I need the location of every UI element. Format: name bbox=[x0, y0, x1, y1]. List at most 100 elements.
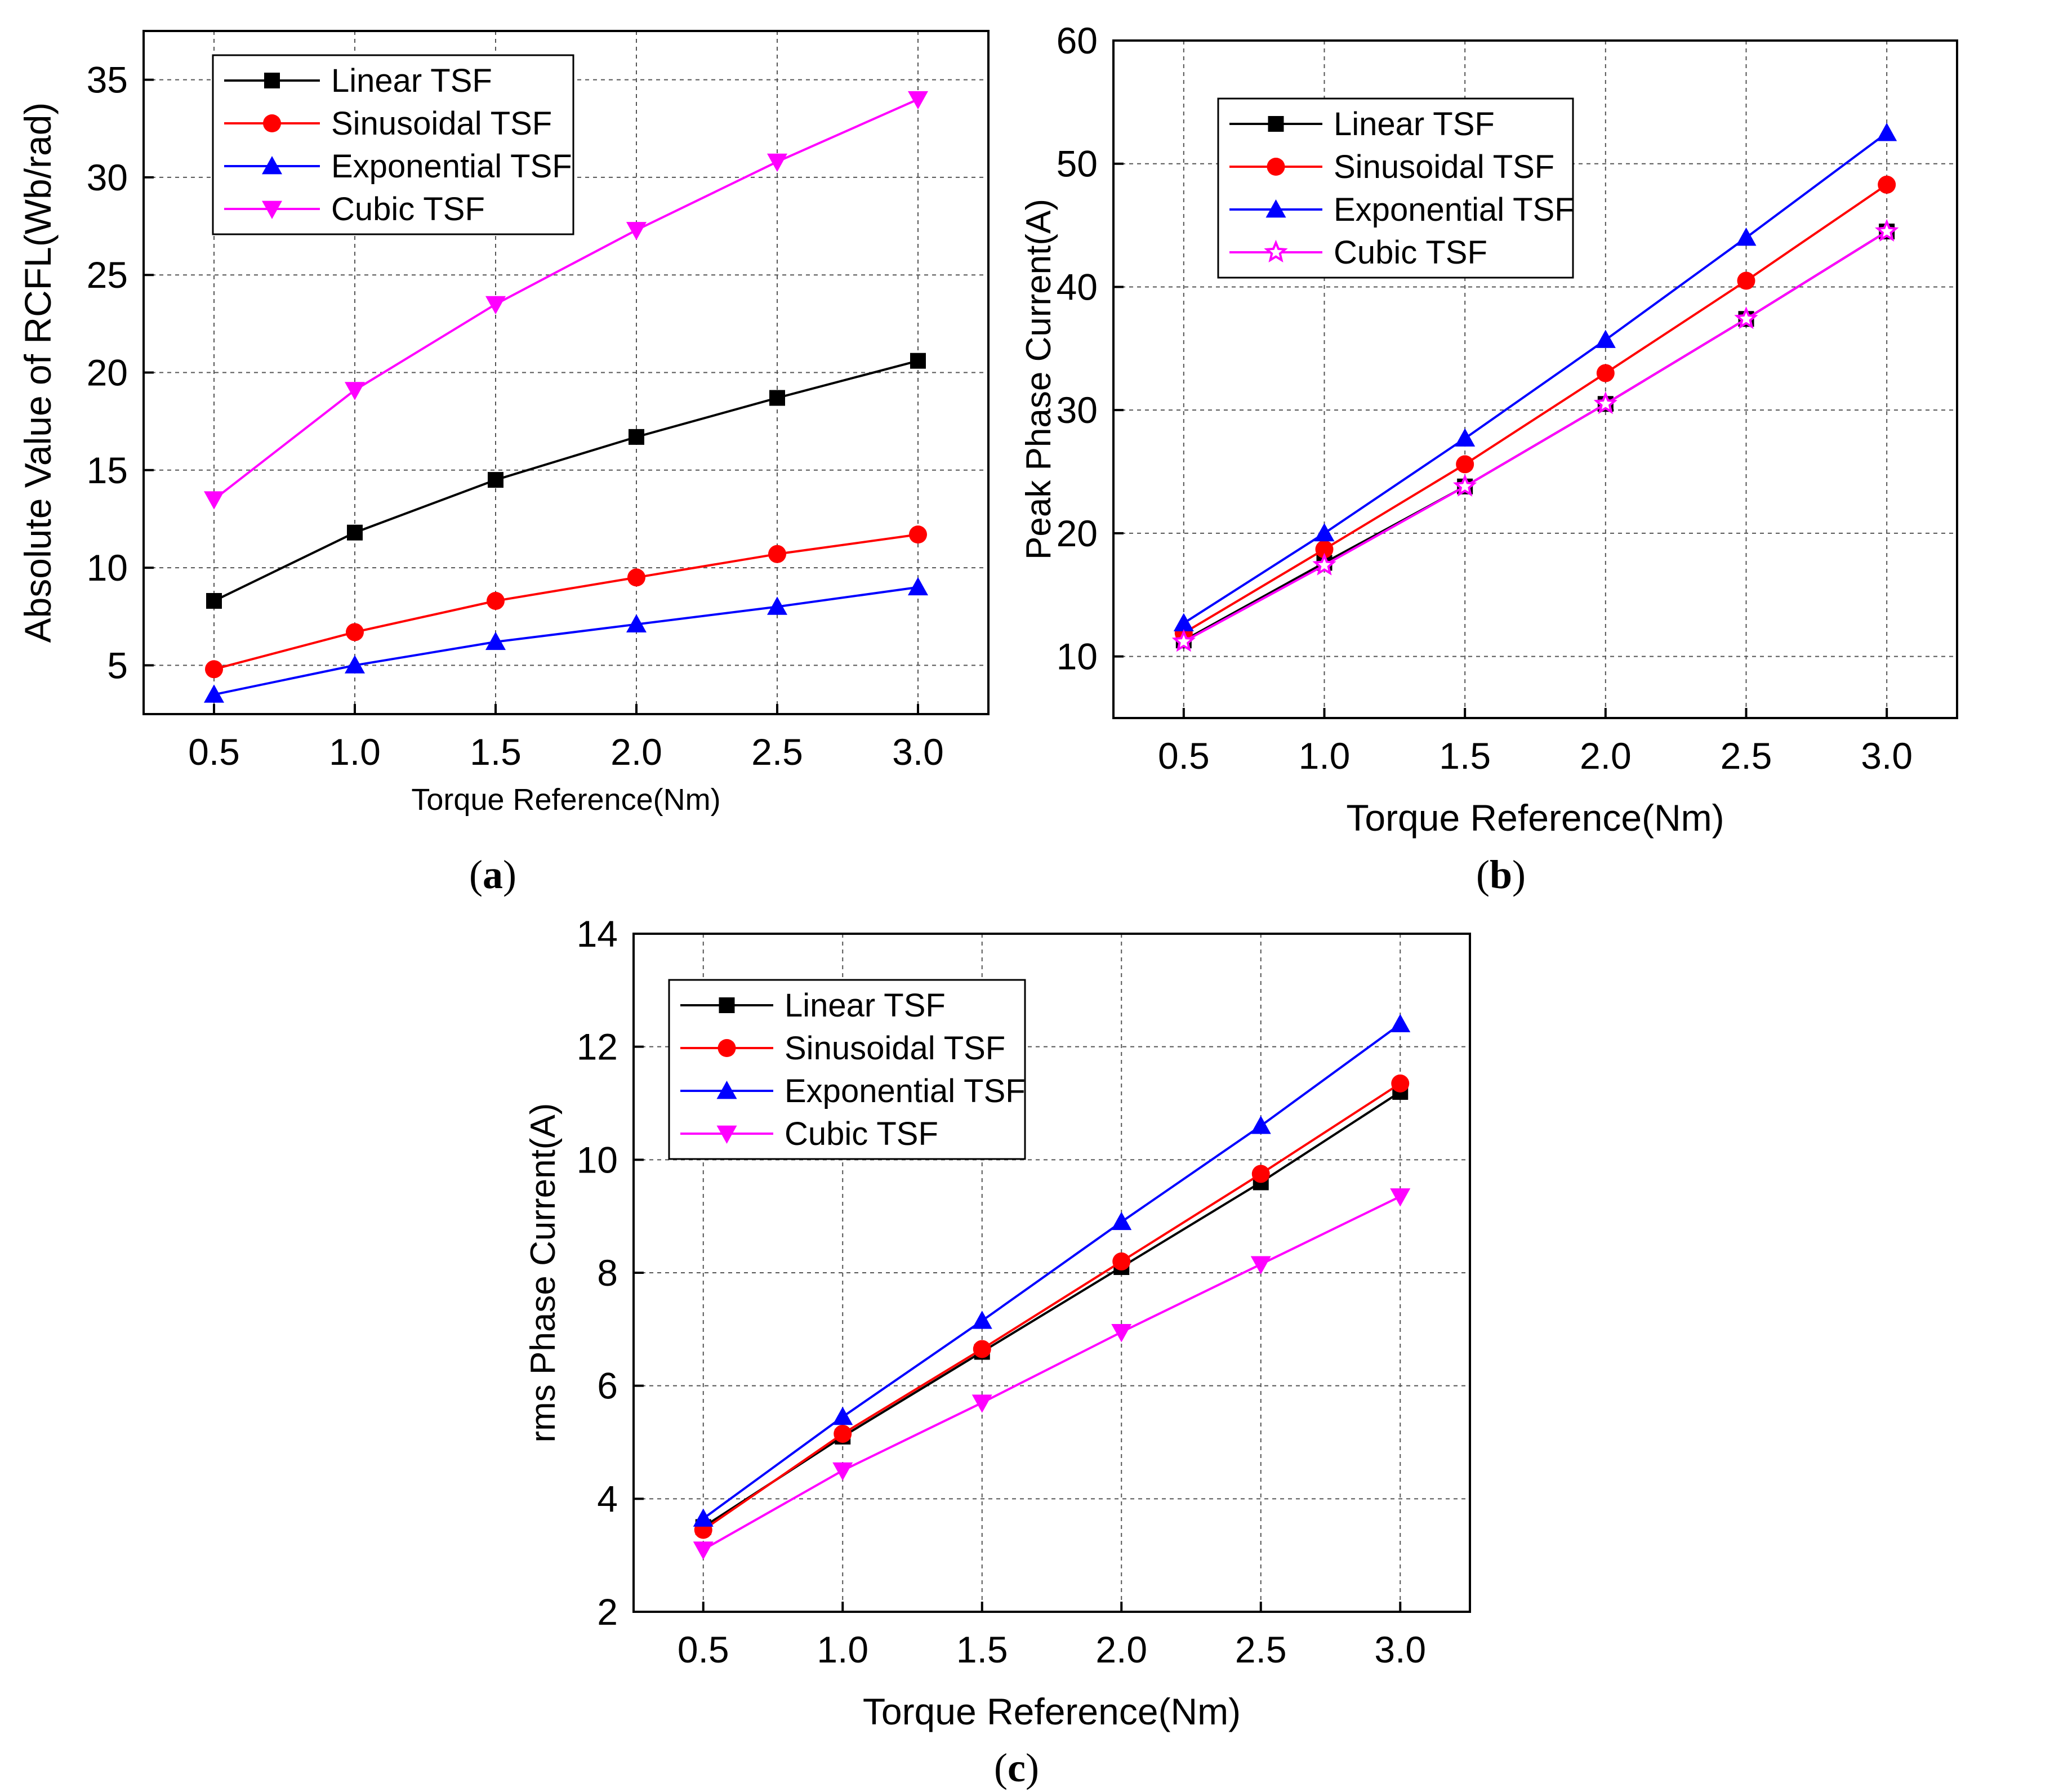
data-point-cubic-tsf bbox=[1111, 1323, 1132, 1343]
y-axis-title: Absolute Value of RCFL(Wb/rad) bbox=[17, 102, 59, 643]
y-tick-label: 10 bbox=[87, 547, 128, 589]
y-tick-label: 30 bbox=[87, 157, 128, 198]
data-point-exponential-tsf bbox=[767, 596, 787, 615]
data-point-cubic-tsf bbox=[1593, 391, 1617, 414]
data-point-exponential-tsf bbox=[1111, 1211, 1132, 1231]
legend-marker bbox=[263, 114, 281, 132]
legend-marker bbox=[718, 1039, 736, 1057]
data-point-exponential-tsf bbox=[832, 1406, 853, 1425]
data-point-cubic-tsf bbox=[832, 1462, 853, 1481]
legend-marker bbox=[262, 200, 282, 219]
legend-marker bbox=[716, 1081, 737, 1099]
x-tick-label: 1.5 bbox=[956, 1629, 1008, 1670]
data-point-linear-tsf bbox=[910, 353, 926, 369]
data-point-linear-tsf bbox=[769, 390, 785, 406]
legend-entry: Exponential TSF bbox=[331, 148, 572, 185]
legend-entry: Sinusoidal TSF bbox=[1334, 149, 1554, 185]
x-tick-label: 0.5 bbox=[1158, 735, 1210, 777]
y-tick-label: 40 bbox=[1057, 266, 1098, 307]
plot-frame bbox=[1112, 39, 1958, 719]
series-line-exponential-tsf bbox=[1183, 132, 1888, 625]
x-tick-label: 1.0 bbox=[329, 731, 381, 773]
x-tick-label: 0.5 bbox=[188, 731, 240, 773]
legend-entry: Cubic TSF bbox=[785, 1116, 938, 1152]
legend-marker bbox=[719, 997, 735, 1013]
x-axis-title: Torque Reference(Nm) bbox=[863, 1691, 1241, 1732]
data-point-linear-tsf bbox=[347, 524, 363, 541]
y-tick-label: 10 bbox=[1057, 636, 1098, 677]
legend-marker bbox=[1264, 239, 1288, 262]
chart-c: 0.5 1.0 1.5 2.0 2.5 3.0 2 4 6 8 10 12 14 Torque Refer… bbox=[524, 913, 1471, 1790]
data-point-cubic-tsf bbox=[1453, 474, 1477, 497]
data-point-exponential-tsf bbox=[908, 577, 928, 596]
y-tick-label: 4 bbox=[597, 1478, 618, 1519]
data-point-cubic-tsf bbox=[767, 153, 787, 172]
x-tick-label: 2.5 bbox=[1721, 735, 1772, 777]
data-point-exponential-tsf bbox=[1314, 523, 1335, 542]
y-tick-label: 8 bbox=[597, 1252, 618, 1294]
data-point-exponential-tsf bbox=[1250, 1116, 1271, 1134]
data-point-exponential-tsf bbox=[204, 684, 224, 703]
series-line-exponential-tsf bbox=[702, 1023, 1401, 1520]
data-point-sinusoidal-tsf bbox=[205, 660, 223, 679]
series-line-sinusoidal-tsf bbox=[702, 1082, 1401, 1531]
x-axis-title: Torque Reference(Nm) bbox=[411, 783, 720, 817]
data-point-cubic-tsf bbox=[1171, 629, 1196, 652]
panel-label: (a) bbox=[469, 852, 516, 897]
x-tick-label: 1.0 bbox=[817, 1629, 868, 1670]
data-point-sinusoidal-tsf bbox=[346, 623, 364, 641]
legend: Linear TSF Sinusoidal TSF Exponential TSF C… bbox=[212, 54, 574, 235]
data-point-cubic-tsf bbox=[971, 1394, 992, 1413]
y-tick-label: 14 bbox=[577, 913, 618, 955]
y-tick-label: 15 bbox=[87, 449, 128, 491]
x-tick-label: 1.5 bbox=[470, 731, 522, 773]
data-point-sinusoidal-tsf bbox=[973, 1340, 991, 1358]
series-line-sinusoidal-tsf bbox=[1183, 184, 1888, 634]
legend-entry: Linear TSF bbox=[785, 987, 946, 1024]
data-point-cubic-tsf bbox=[1390, 1188, 1411, 1207]
x-tick-label: 3.0 bbox=[1374, 1629, 1426, 1670]
data-point-sinusoidal-tsf bbox=[1315, 540, 1334, 559]
x-tick-label: 3.0 bbox=[892, 731, 944, 773]
data-point-cubic-tsf bbox=[485, 296, 506, 315]
data-point-sinusoidal-tsf bbox=[1456, 455, 1474, 474]
data-point-sinusoidal-tsf bbox=[1391, 1074, 1410, 1093]
x-tick-label: 1.5 bbox=[1439, 735, 1491, 777]
x-tick-label: 2.5 bbox=[751, 731, 803, 773]
series-line-sinusoidal-tsf bbox=[213, 533, 919, 671]
y-tick-label: 35 bbox=[87, 59, 128, 101]
y-axis-title: Peak Phase Current(A) bbox=[1019, 199, 1058, 560]
data-point-sinusoidal-tsf bbox=[487, 591, 505, 610]
legend-marker bbox=[1268, 116, 1284, 132]
data-point-sinusoidal-tsf bbox=[768, 545, 786, 563]
legend-entry: Sinusoidal TSF bbox=[331, 105, 552, 142]
legend-marker bbox=[716, 1125, 737, 1144]
y-tick-label: 25 bbox=[87, 254, 128, 296]
data-point-exponential-tsf bbox=[626, 614, 647, 632]
data-point-cubic-tsf bbox=[1875, 219, 1899, 242]
data-point-exponential-tsf bbox=[1390, 1014, 1411, 1032]
x-tick-label: 2.5 bbox=[1235, 1629, 1287, 1670]
legend-entry: Linear TSF bbox=[1334, 106, 1495, 142]
x-axis-title: Torque Reference(Nm) bbox=[1346, 797, 1724, 839]
data-point-sinusoidal-tsf bbox=[1251, 1165, 1270, 1183]
data-point-sinusoidal-tsf bbox=[1112, 1252, 1131, 1271]
x-tick-label: 0.5 bbox=[678, 1629, 729, 1670]
x-tick-label: 2.0 bbox=[1580, 735, 1632, 777]
data-point-exponential-tsf bbox=[1173, 613, 1194, 631]
data-point-sinusoidal-tsf bbox=[834, 1424, 852, 1443]
chart-b: 0.5 1.0 1.5 2.0 2.5 3.0 10 20 30 40 50 60 Torque Ref… bbox=[1019, 20, 1958, 897]
data-point-sinusoidal-tsf bbox=[1878, 175, 1896, 194]
y-tick-label: 50 bbox=[1057, 143, 1098, 185]
data-point-exponential-tsf bbox=[693, 1508, 714, 1527]
chart-a: 0.5 1.0 1.5 2.0 2.5 3.0 5 10 15 20 25 30 35 Torque Re… bbox=[17, 30, 990, 897]
data-point-sinusoidal-tsf bbox=[627, 568, 645, 587]
data-point-exponential-tsf bbox=[1455, 428, 1476, 447]
data-point-cubic-tsf bbox=[626, 222, 647, 240]
data-point-exponential-tsf bbox=[485, 631, 506, 650]
data-point-cubic-tsf bbox=[1250, 1256, 1271, 1274]
data-point-exponential-tsf bbox=[1877, 123, 1897, 141]
legend-entry: Cubic TSF bbox=[331, 191, 485, 228]
data-point-cubic-tsf bbox=[693, 1541, 714, 1560]
